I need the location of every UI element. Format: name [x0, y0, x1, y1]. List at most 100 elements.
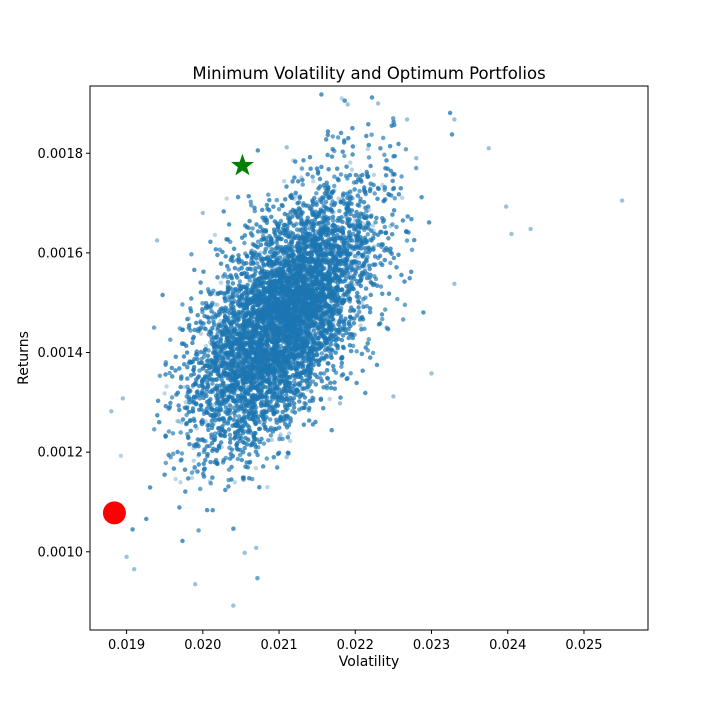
data-point: [191, 445, 196, 451]
data-point: [189, 475, 195, 480]
data-point: [313, 278, 318, 284]
data-point: [277, 316, 282, 321]
data-point: [299, 229, 305, 234]
plot-area: [90, 86, 648, 630]
data-point: [359, 300, 364, 306]
data-point: [315, 301, 320, 307]
data-point: [312, 292, 317, 297]
data-point: [253, 466, 259, 471]
data-point: [232, 480, 237, 485]
data-point: [348, 160, 353, 165]
data-point: [282, 276, 288, 282]
data-point: [327, 396, 332, 402]
data-point: [329, 347, 334, 352]
data-point: [274, 310, 279, 315]
data-point: [371, 172, 377, 177]
data-point: [299, 383, 304, 388]
data-point: [229, 359, 234, 364]
data-point: [315, 249, 321, 255]
data-point: [362, 251, 367, 256]
data-point: [325, 322, 330, 327]
data-point: [399, 195, 405, 200]
data-point: [224, 395, 229, 400]
data-point: [282, 419, 287, 425]
data-point: [288, 438, 293, 444]
data-point: [331, 222, 336, 227]
data-point: [242, 302, 247, 308]
data-point: [276, 329, 281, 334]
data-point: [297, 334, 302, 339]
data-point: [294, 291, 299, 296]
data-point: [322, 251, 327, 256]
data-point: [229, 382, 234, 387]
data-point: [311, 300, 317, 305]
data-point: [251, 356, 257, 361]
data-point: [315, 228, 321, 233]
data-point: [192, 467, 197, 472]
data-point: [162, 391, 167, 396]
data-point: [247, 375, 253, 380]
data-point: [327, 296, 332, 301]
data-point: [290, 257, 295, 263]
data-point: [268, 237, 274, 242]
data-point: [365, 146, 370, 152]
data-point: [358, 323, 363, 328]
data-point: [273, 284, 279, 290]
data-point: [241, 354, 247, 359]
data-point: [258, 382, 263, 387]
data-point: [332, 318, 337, 323]
data-point: [227, 389, 232, 395]
data-point: [325, 217, 331, 223]
data-point: [284, 264, 289, 269]
data-point: [296, 348, 301, 353]
data-point: [118, 453, 124, 458]
data-point: [226, 364, 231, 369]
data-point: [215, 302, 220, 307]
data-point: [245, 318, 250, 324]
data-point: [290, 233, 295, 238]
data-point: [222, 294, 227, 299]
data-point: [287, 324, 292, 329]
data-point: [240, 387, 245, 392]
data-point: [212, 302, 218, 307]
data-point: [328, 228, 333, 234]
data-point: [332, 296, 338, 302]
data-point: [325, 281, 331, 287]
data-point: [270, 390, 276, 395]
data-point: [294, 330, 300, 335]
data-point: [282, 338, 287, 343]
data-point: [329, 276, 334, 281]
data-point: [212, 232, 218, 238]
data-point: [306, 325, 312, 331]
data-point: [253, 303, 258, 308]
data-point: [272, 388, 278, 394]
data-point: [273, 420, 279, 425]
data-point: [273, 268, 278, 273]
data-point: [328, 355, 333, 360]
data-point: [356, 244, 361, 249]
data-point: [285, 379, 291, 385]
data-point: [249, 373, 255, 378]
data-point: [286, 320, 291, 325]
data-point: [282, 179, 287, 184]
data-point: [235, 387, 240, 392]
data-point: [293, 193, 298, 198]
data-point: [211, 402, 217, 407]
data-point: [246, 343, 251, 349]
data-point: [354, 217, 359, 222]
data-point: [347, 242, 352, 248]
data-point: [287, 363, 293, 368]
data-point: [289, 289, 294, 295]
data-point: [275, 342, 281, 348]
data-point: [265, 364, 270, 369]
data-point: [294, 276, 299, 282]
data-point: [175, 418, 180, 424]
data-point: [224, 196, 229, 201]
data-point: [305, 331, 310, 337]
data-point: [355, 255, 361, 260]
data-point: [194, 426, 199, 431]
data-point: [208, 340, 213, 345]
data-point: [344, 273, 349, 278]
data-point: [270, 266, 275, 271]
data-point: [349, 167, 355, 172]
